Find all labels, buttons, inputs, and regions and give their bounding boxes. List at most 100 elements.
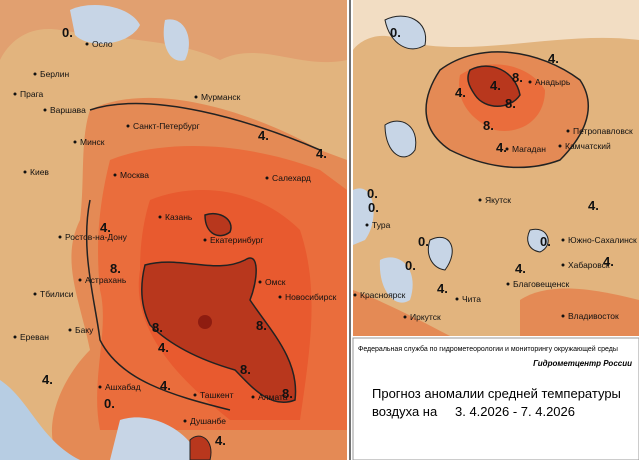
city-label: Чита [462,294,481,304]
city-dot [278,295,282,299]
legend-panel [352,337,639,460]
title-line1: Прогноз аномалии средней температуры [372,386,621,401]
isoline-label: 8. [256,318,267,333]
city-dot [251,395,255,399]
isoline-label: 0. [540,234,551,249]
isoline-label: 0. [62,25,73,40]
city-label: Тура [372,220,391,230]
zone-8 [140,257,297,403]
city-label: Казань [165,212,193,222]
city-dot [73,140,77,144]
city-label: Хабаровск [568,260,610,270]
city-label: Благовещенск [513,279,570,289]
city-label: Красноярск [360,290,406,300]
city-label: Тбилиси [40,289,74,299]
isoline [89,102,321,151]
city-label: Камчатский [565,141,611,151]
zone-8 [467,65,521,107]
city-dot [258,280,262,284]
city-label: Ростов-на-Дону [65,232,128,242]
city-label: Якутск [485,195,511,205]
city-dot [193,393,197,397]
city-dot [558,144,562,148]
isoline-label: 0. [104,396,115,411]
city-dot [43,108,47,112]
city-dot [403,315,407,319]
isoline-label: 4. [160,378,171,393]
city-label: Новосибирск [285,292,337,302]
isoline-label: 8. [152,320,163,335]
city-label: Южно-Сахалинск [568,235,637,245]
city-dot [158,215,162,219]
isoline-label: 0. [390,25,401,40]
isoline-label: 8. [282,386,293,401]
zone-cold [353,188,374,245]
zone-cold [427,236,453,271]
city-dot [561,314,565,318]
city-label: Душанбе [190,416,226,426]
city-dot [566,129,570,133]
isoline-label: 4. [515,261,526,276]
city-label: Анадырь [535,77,571,87]
city-dot [126,124,130,128]
city-dot [561,238,565,242]
isoline-label: 8. [505,96,516,111]
isoline-label: 4. [588,198,599,213]
isoline-label: 4. [158,340,169,355]
city-dot [528,80,532,84]
city-label: Минск [80,137,105,147]
city-dot [506,282,510,286]
city-label: Прага [20,89,43,99]
zone-8 [204,213,232,237]
city-dot [98,385,102,389]
panel [352,337,639,460]
city-dot [13,92,17,96]
period: 3. 4.2026 - 7. 4.2026 [455,404,575,419]
isoline-label: 0. [418,234,429,249]
city-dot [33,292,37,296]
isoline-label: 4. [215,433,226,448]
city-label: Варшава [50,105,86,115]
zone [353,290,450,336]
city-dot [365,223,369,227]
water [70,5,140,44]
water [384,15,427,50]
city-dot [113,173,117,177]
city-label: Екатеринбург [210,235,263,245]
city-label: Берлин [40,69,69,79]
city-label: Москва [120,170,149,180]
city-label: Омск [265,277,286,287]
city-label: Магадан [512,144,546,154]
city-label: Петропавловск [573,126,633,136]
isoline-label: 0. [405,258,416,273]
city-dot [68,328,72,332]
city-dot [78,278,82,282]
city-dot [203,238,207,242]
agency: Федеральная служба по гидрометеорологии … [358,345,618,353]
city-dot [183,419,187,423]
isoline-label: 8. [240,362,251,377]
isoline-label: 8. [512,70,523,85]
city-label: Санкт-Петербург [133,121,200,131]
isoline [85,199,231,411]
water [384,120,417,158]
city-label: Иркутск [410,312,441,322]
zone-8 [189,435,212,460]
isoline-label: 0. [367,186,378,201]
city-dot [58,235,62,239]
city-label: Баку [75,325,94,335]
city-dot [478,198,482,202]
city-dot [455,297,459,301]
city-label: Астрахань [85,275,127,285]
city-dot [33,72,37,76]
isoline-label: 8. [110,261,121,276]
city-label: Ереван [20,332,49,342]
water [0,380,80,460]
isoline-label: 4. [316,146,327,161]
isoline-label: 4. [496,140,507,155]
city-dot [194,95,198,99]
zone [520,288,639,336]
city-label: Ташкент [200,390,234,400]
